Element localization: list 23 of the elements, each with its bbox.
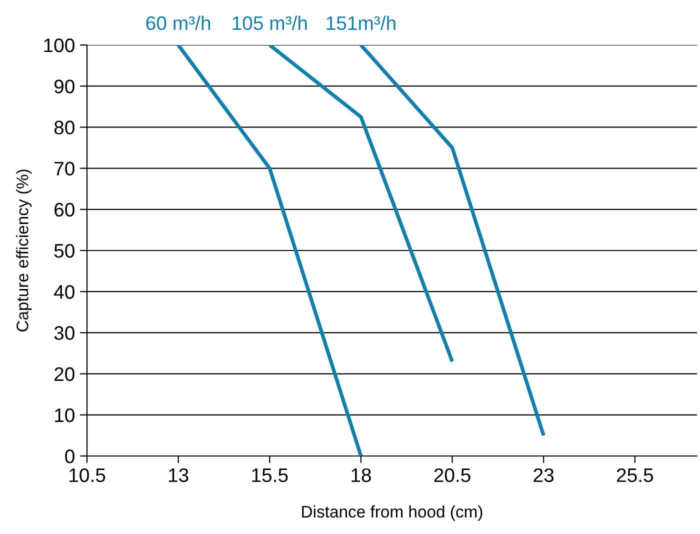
y-tick-label: 30 [54, 326, 74, 340]
y-tick-label: 100 [44, 38, 74, 52]
x-tick-label: 10.5 [70, 468, 106, 482]
y-tick-label: 20 [54, 367, 74, 382]
y-axis-title: Capture efficiency (%) [16, 170, 32, 332]
x-tick-label: 20.5 [434, 468, 470, 482]
x-tick-label: 13 [168, 468, 188, 482]
y-tick-label: 40 [54, 285, 74, 299]
x-tick-label: 15.5 [252, 468, 288, 482]
y-tick-label: 10 [55, 408, 74, 422]
x-tick-label: 18 [352, 468, 371, 482]
x-tick-label: 23 [534, 468, 554, 482]
y-tick-label: 70 [54, 162, 74, 176]
series-label: 151m³/h [326, 16, 396, 30]
series-label: 105 m³/h [232, 16, 307, 30]
series-label: 60 m³/h [146, 16, 210, 30]
y-tick-label: 90 [54, 80, 74, 94]
x-tick-label: 25.5 [616, 468, 654, 482]
y-tick-label: 50 [54, 244, 74, 258]
y-tick-label: 0 [65, 449, 74, 464]
y-tick-label: 60 [54, 202, 74, 217]
x-axis-title: Distance from hood (cm) [302, 505, 482, 521]
y-tick-label: 80 [54, 120, 74, 134]
